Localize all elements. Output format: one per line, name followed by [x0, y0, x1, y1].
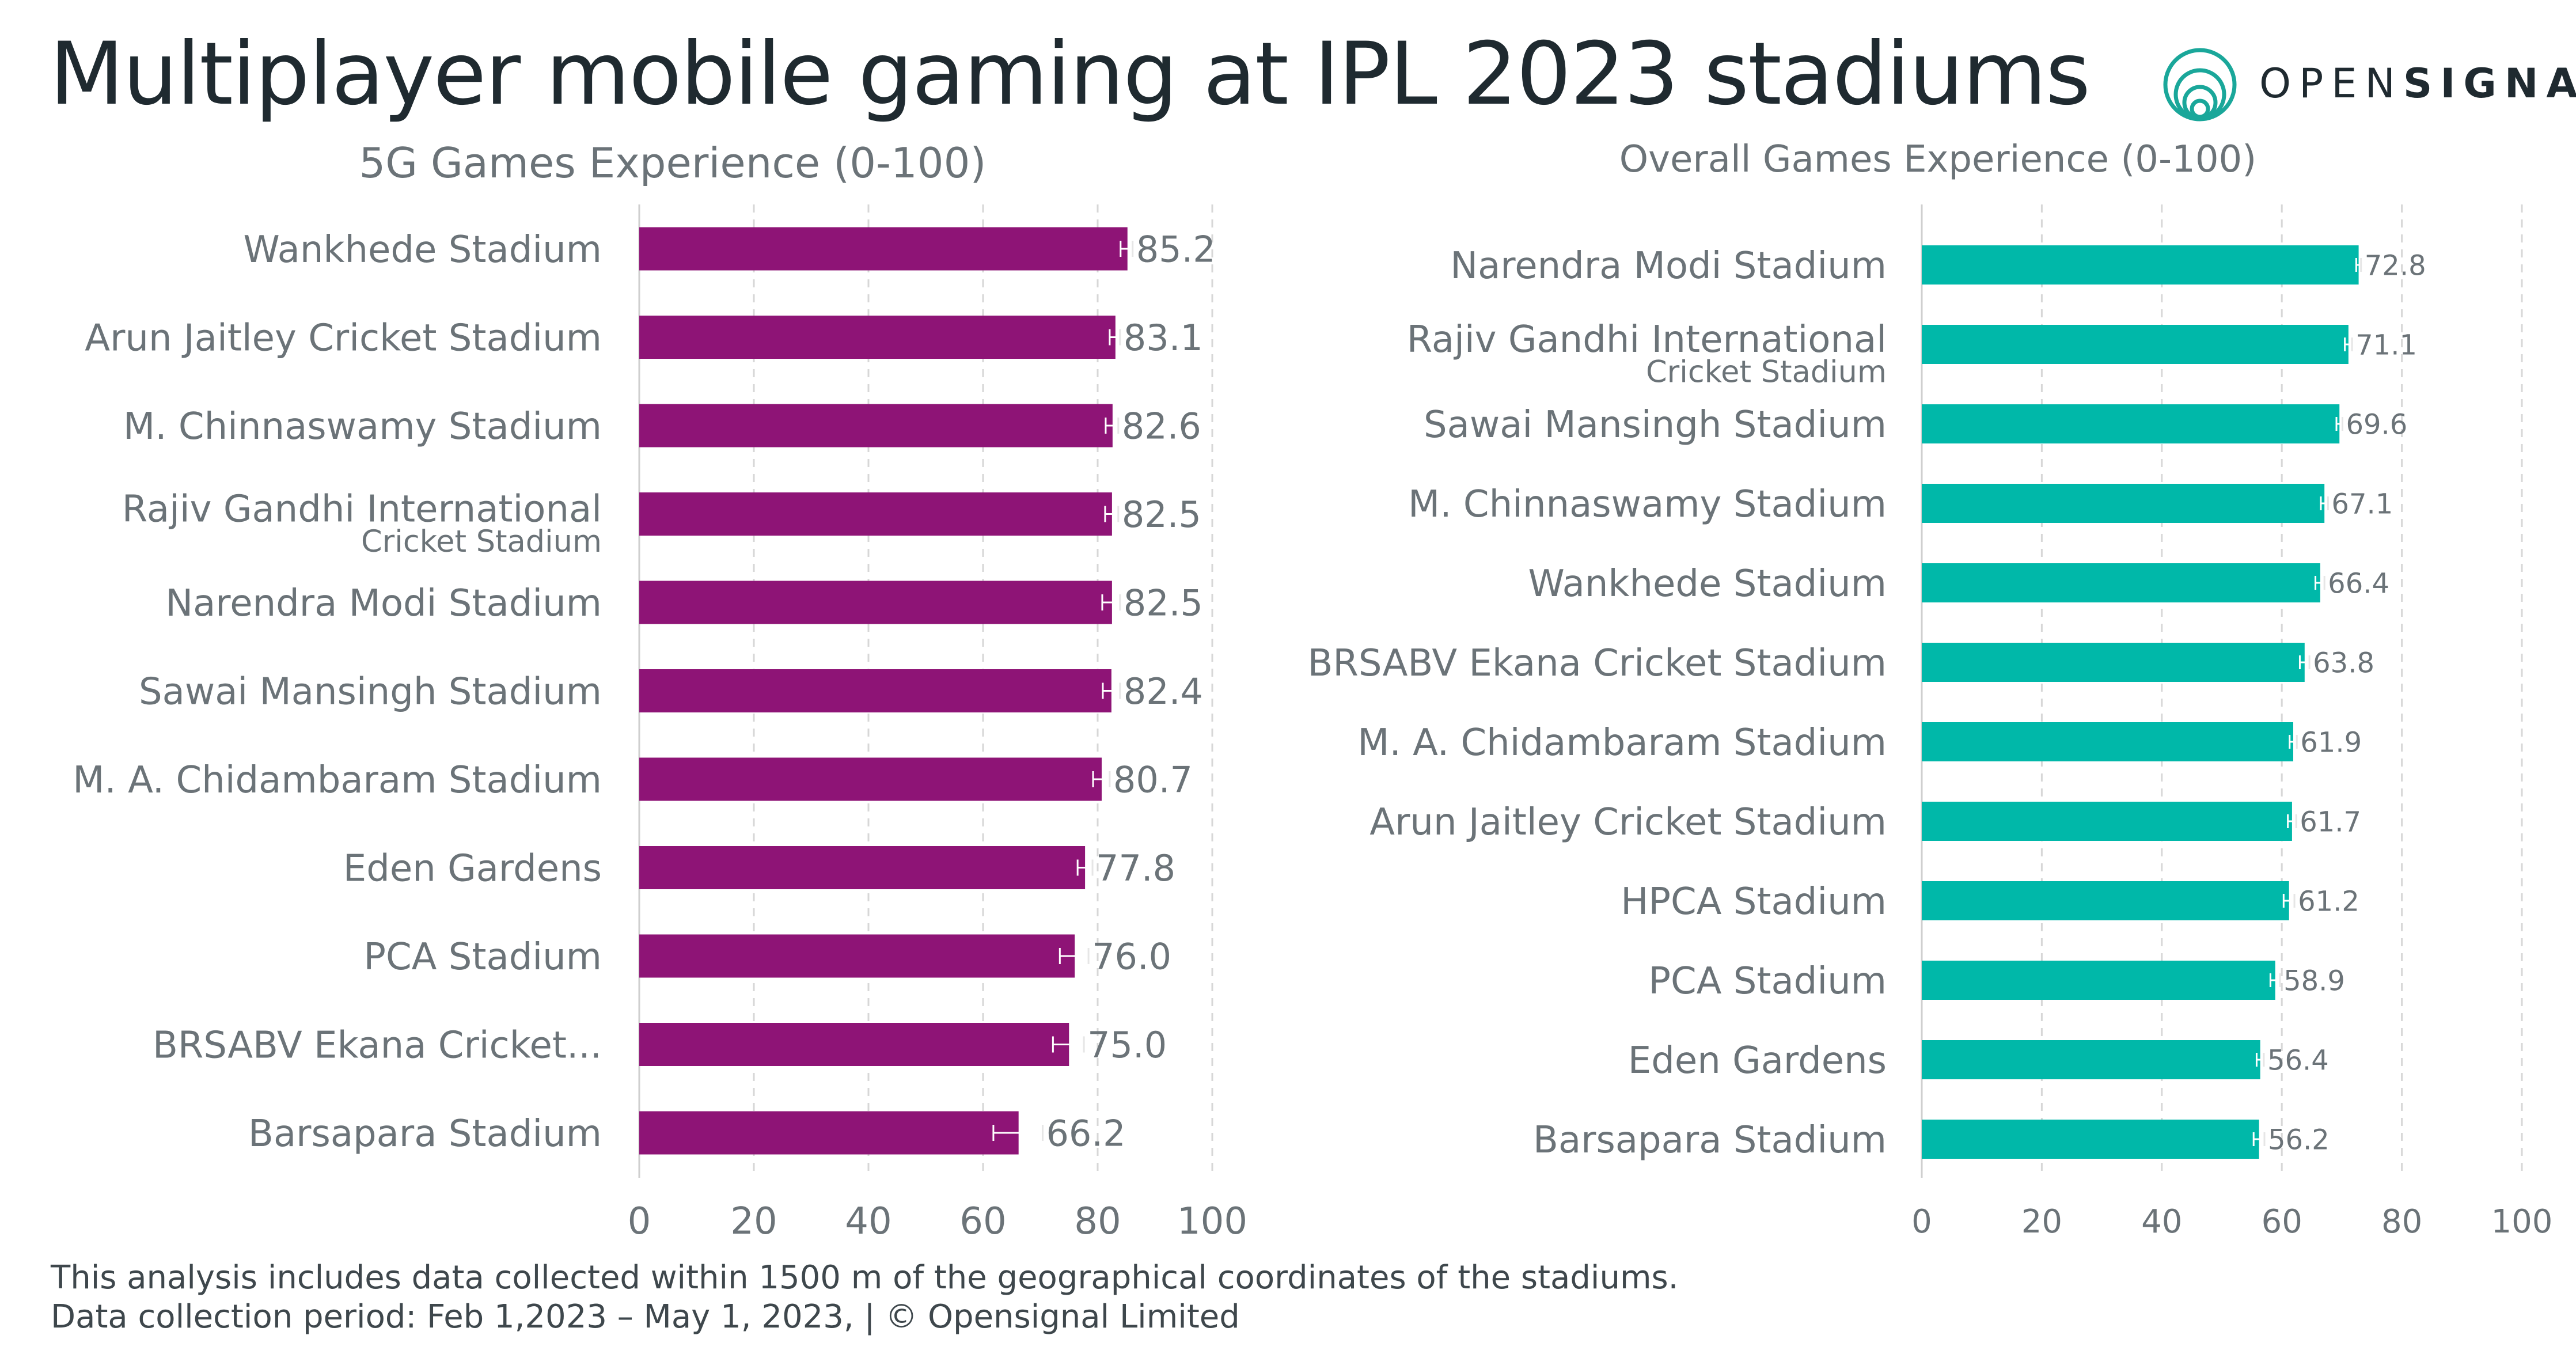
right-bar [1922, 1040, 2260, 1079]
left-bar [639, 846, 1086, 889]
right-tick-label: 20 [2021, 1203, 2062, 1241]
footer-note: This analysis includes data collected wi… [51, 1259, 1679, 1296]
left-bar [639, 1111, 1019, 1155]
left-bar [639, 227, 1128, 271]
right-bar [1922, 643, 2305, 682]
left-tick-label: 80 [1074, 1200, 1121, 1243]
right-bar [1922, 802, 2292, 841]
right-data-label: 56.4 [2267, 1044, 2329, 1076]
right-bar [1922, 484, 2325, 523]
chart-overall-games-experience: Overall Games Experience (0-100) 0 20 40 60 8… [1307, 138, 2553, 1241]
right-bar [1922, 404, 2340, 443]
right-category-label: Arun Jaitley Cricket Stadium [1369, 801, 1887, 844]
left-data-label: 85.2 [1136, 228, 1216, 270]
opensignal-logo: OPENSIGNAL [2157, 41, 2576, 128]
left-category-label: Cricket Stadium [361, 524, 602, 559]
right-category-label: Eden Gardens [1628, 1040, 1887, 1082]
left-data-label: 80.7 [1113, 758, 1193, 801]
left-data-label: 82.5 [1122, 494, 1201, 536]
left-category-label: BRSABV Ekana Cricket... [153, 1025, 602, 1067]
left-data-label: 82.4 [1124, 670, 1203, 712]
left-category-label: PCA Stadium [363, 936, 602, 978]
left-tick-label: 0 [628, 1200, 651, 1243]
right-bar [1922, 325, 2349, 364]
left-data-label: 75.0 [1087, 1024, 1167, 1066]
right-category-label: M. Chinnaswamy Stadium [1408, 483, 1887, 526]
right-category-label: Wankhede Stadium [1528, 563, 1887, 605]
left-data-label: 77.8 [1096, 847, 1175, 889]
right-tick-label: 80 [2381, 1203, 2422, 1241]
logo-text-bold: SIGNAL [2403, 60, 2576, 107]
right-data-label: 56.2 [2268, 1124, 2330, 1156]
left-category-label: Arun Jaitley Cricket Stadium [85, 317, 602, 360]
right-data-label: 63.8 [2313, 647, 2374, 679]
left-category-label: Rajiv Gandhi International [122, 488, 602, 530]
left-category-label: Wankhede Stadium [243, 229, 602, 271]
logo-wordmark: OPENSIGNAL [2259, 60, 2576, 107]
left-tick-label: 20 [730, 1200, 777, 1243]
right-category-label: Barsapara Stadium [1533, 1119, 1887, 1162]
right-data-label: 58.9 [2283, 965, 2345, 997]
footer-period: Data collection period: Feb 1,2023 – May… [51, 1298, 1240, 1336]
left-data-label: 66.2 [1046, 1112, 1125, 1154]
left-tick-label: 40 [845, 1200, 891, 1243]
right-category-label: BRSABV Ekana Cricket Stadium [1307, 642, 1887, 685]
left-bar [639, 1023, 1069, 1066]
right-data-label: 61.7 [2300, 806, 2361, 838]
right-data-label: 66.4 [2328, 567, 2389, 600]
left-tick-label: 100 [1177, 1200, 1247, 1243]
footer: This analysis includes data collected wi… [51, 1258, 1678, 1337]
left-bar [639, 316, 1116, 359]
right-bar [1922, 563, 2320, 602]
left-category-label: Narendra Modi Stadium [165, 582, 602, 625]
right-data-label: 67.1 [2331, 488, 2393, 520]
left-category-label: Eden Gardens [343, 848, 602, 890]
right-category-label: Cricket Stadium [1646, 354, 1887, 389]
left-data-label: 76.0 [1092, 935, 1171, 977]
left-data-label: 82.5 [1124, 582, 1203, 624]
left-category-label: Sawai Mansingh Stadium [139, 671, 602, 714]
right-tick-label: 60 [2262, 1203, 2302, 1241]
right-bar [1922, 245, 2359, 285]
left-tick-label: 60 [959, 1200, 1006, 1243]
left-bar [639, 669, 1111, 712]
right-bar [1922, 1120, 2259, 1159]
right-data-label: 71.1 [2355, 329, 2417, 361]
right-category-label: HPCA Stadium [1621, 881, 1887, 923]
right-tick-label: 40 [2141, 1203, 2182, 1241]
left-bar [639, 934, 1075, 978]
left-category-label: Barsapara Stadium [248, 1113, 602, 1155]
right-category-label: M. A. Chidambaram Stadium [1357, 722, 1887, 764]
left-data-label: 83.1 [1124, 317, 1203, 359]
right-category-label: PCA Stadium [1648, 960, 1887, 1003]
right-tick-label: 100 [2491, 1203, 2553, 1241]
left-category-label: M. A. Chidambaram Stadium [73, 759, 602, 802]
left-chart-subtitle: 5G Games Experience (0-100) [359, 139, 986, 187]
left-data-label: 82.6 [1122, 405, 1201, 447]
right-data-label: 72.8 [2365, 249, 2426, 282]
right-tick-label: 0 [1911, 1203, 1932, 1241]
chart-5g-games-experience: 5G Games Experience (0-100) 0 20 40 60 80 100 8… [73, 139, 1247, 1243]
right-category-label: Narendra Modi Stadium [1450, 245, 1887, 287]
opensignal-rings-icon [2163, 48, 2237, 122]
right-data-label: 61.9 [2300, 726, 2362, 758]
logo-text-light: OPEN [2259, 60, 2403, 107]
right-chart-subtitle: Overall Games Experience (0-100) [1619, 138, 2256, 181]
chart-title: Multiplayer mobile gaming at IPL 2023 st… [50, 24, 2091, 124]
left-bar [639, 492, 1112, 536]
right-bar [1922, 722, 2293, 761]
right-data-label: 61.2 [2298, 885, 2359, 917]
right-category-label: Sawai Mansingh Stadium [1424, 404, 1887, 446]
right-category-label: Rajiv Gandhi International [1407, 318, 1887, 361]
left-bar [639, 581, 1112, 624]
left-category-label: M. Chinnaswamy Stadium [123, 405, 602, 448]
right-bar [1922, 961, 2275, 1000]
right-data-label: 69.6 [2346, 408, 2407, 441]
left-bar [639, 757, 1102, 801]
right-bar [1922, 881, 2289, 920]
left-bar [639, 404, 1113, 447]
